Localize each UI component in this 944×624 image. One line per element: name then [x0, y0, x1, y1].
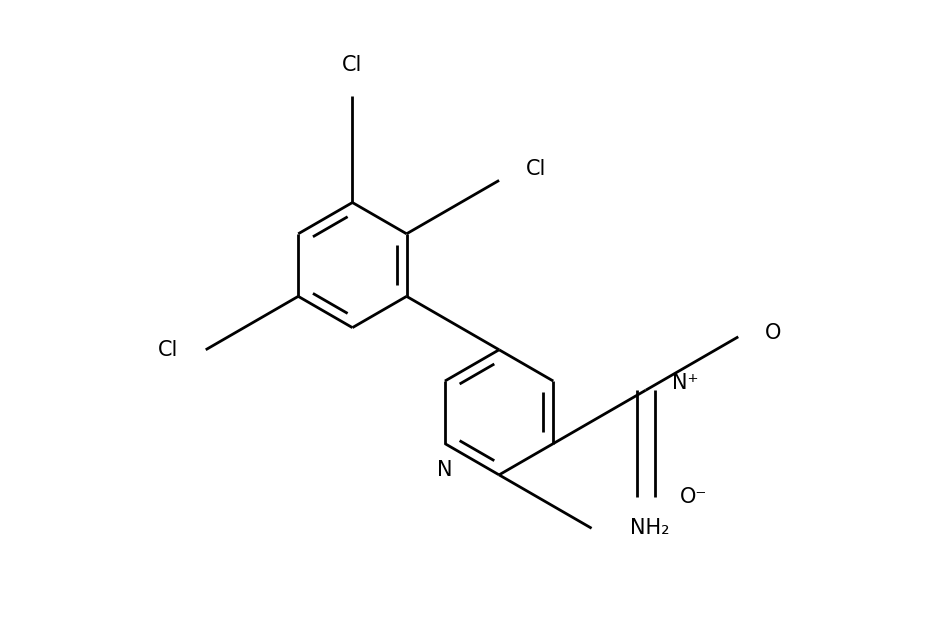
- Text: Cl: Cl: [158, 339, 177, 360]
- Text: N: N: [437, 461, 453, 480]
- Text: NH₂: NH₂: [630, 519, 669, 539]
- Text: Cl: Cl: [343, 55, 362, 76]
- Text: Cl: Cl: [526, 159, 547, 179]
- Text: N⁺: N⁺: [672, 373, 699, 392]
- Text: O: O: [765, 323, 782, 343]
- Text: O⁻: O⁻: [680, 487, 707, 507]
